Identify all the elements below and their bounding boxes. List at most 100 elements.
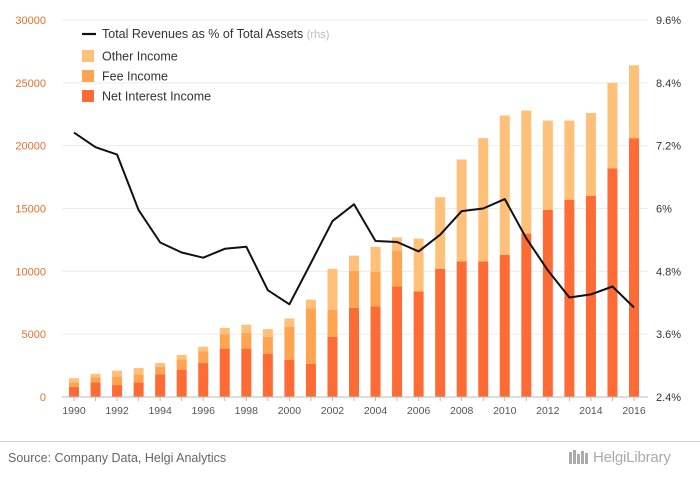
legend-rhs-note: (rhs) <box>307 29 330 41</box>
legend: Total Revenues as % of Total Assets (rhs… <box>82 27 329 104</box>
x-tick-label: 1990 <box>62 405 86 417</box>
y2-tick-label: 3.6% <box>656 329 681 341</box>
bar-fee-income <box>349 270 359 308</box>
bar-fee-income <box>198 351 209 364</box>
bar-other-income <box>198 346 209 352</box>
bar-fee-income <box>112 376 123 386</box>
x-tick-label: 2006 <box>407 405 431 417</box>
bar-net-interest-income <box>413 291 424 397</box>
bar-net-interest-income <box>629 138 639 398</box>
bar-net-interest-income <box>133 382 144 397</box>
bar-net-interest-income <box>542 209 553 397</box>
bar-other-income <box>262 329 273 337</box>
bar-other-income <box>499 115 510 255</box>
bar-net-interest-income <box>305 363 316 397</box>
bar-net-interest-income <box>607 168 618 397</box>
y2-tick-label: 9.6% <box>656 15 681 27</box>
x-tick-label: 2012 <box>536 405 560 417</box>
bar-fee-income <box>69 382 79 387</box>
bar-other-income <box>392 237 403 251</box>
bar-other-income <box>69 378 79 383</box>
bar-fee-income <box>90 377 101 383</box>
bar-net-interest-income <box>219 348 230 397</box>
bar-net-interest-income <box>90 382 101 397</box>
y-tick-label: 20000 <box>15 141 46 153</box>
bar-net-interest-income <box>241 348 252 397</box>
bar-fee-income <box>176 359 187 370</box>
bar-net-interest-income <box>478 261 489 397</box>
bar-fee-income <box>133 374 144 383</box>
y-tick-label: 15000 <box>15 204 46 216</box>
y-tick-label: 0 <box>40 392 46 404</box>
legend-label-ratio: Total Revenues as % of Total Assets (rhs… <box>102 27 329 41</box>
bar-net-interest-income <box>198 363 209 397</box>
bar-other-income <box>284 318 295 327</box>
footer-divider <box>0 441 700 442</box>
source-note: Source: Company Data, Helgi Analytics <box>8 451 227 465</box>
x-tick-label: 2010 <box>493 405 517 417</box>
bar-net-interest-income <box>69 386 79 397</box>
y-tick-label: 10000 <box>15 266 46 278</box>
x-tick-label: 2008 <box>450 405 474 417</box>
bar-net-interest-income <box>284 359 295 397</box>
bar-fee-income <box>241 332 252 349</box>
bar-fee-income <box>327 309 338 337</box>
bar-other-income <box>607 82 618 169</box>
bar-net-interest-income <box>456 261 467 397</box>
x-tick-label: 2000 <box>278 405 302 417</box>
bar-net-interest-income <box>155 374 166 397</box>
bar-other-income <box>564 120 575 200</box>
bar-other-income <box>112 370 123 377</box>
bar-net-interest-income <box>349 307 359 397</box>
y-tick-label: 30000 <box>15 15 46 27</box>
bar-other-income <box>305 299 316 309</box>
x-tick-label: 1996 <box>192 405 216 417</box>
chart: 0 5000 10000 15000 20000 25000 30000 2.4% 3.6% 4.… <box>15 15 681 417</box>
brand-name: HelgiLibrary <box>593 448 671 466</box>
bar-other-income <box>370 246 381 272</box>
bar-other-income <box>327 268 338 310</box>
bar-fee-income <box>219 334 230 349</box>
revenue-ratio-line <box>73 131 635 309</box>
y2-tick-label: 2.4% <box>656 392 681 404</box>
x-tick-label: 1992 <box>105 405 129 417</box>
bar-other-income <box>521 110 532 234</box>
y2-tick-label: 4.8% <box>656 266 681 278</box>
bar-net-interest-income <box>370 306 381 397</box>
legend-swatch <box>82 70 94 82</box>
bar-net-interest-income <box>499 254 510 397</box>
bar-other-income <box>542 120 553 210</box>
bar-other-income <box>585 112 596 196</box>
bar-fee-income <box>305 308 316 364</box>
y-tick-label: 25000 <box>15 78 46 90</box>
bar-fee-income <box>370 271 381 307</box>
bar-net-interest-income <box>176 369 187 397</box>
bar-other-income <box>435 197 446 269</box>
bar-other-income <box>176 354 187 360</box>
bar-other-income <box>133 368 144 375</box>
y2-tick-label: 7.2% <box>656 141 681 153</box>
bar-other-income <box>155 363 166 367</box>
legend-swatch <box>82 50 94 62</box>
x-tick-label: 2004 <box>364 405 388 417</box>
x-tick-label: 1994 <box>148 405 172 417</box>
legend-label-other-income: Other Income <box>102 50 178 64</box>
brand-logo: HelgiLibrary <box>568 448 671 466</box>
x-tick-label: 2016 <box>622 405 646 417</box>
bar-net-interest-income <box>521 233 532 397</box>
y2-tick-label: 8.4% <box>656 78 681 90</box>
y2-tick-label: 6% <box>656 204 672 216</box>
bar-other-income <box>413 238 424 292</box>
bar-other-income <box>478 138 489 262</box>
bar-other-income <box>90 373 101 378</box>
line-series-path <box>73 131 635 309</box>
legend-swatch <box>82 90 94 102</box>
bars <box>69 65 639 398</box>
axes: 0 5000 10000 15000 20000 25000 30000 2.4% 3.6% 4.… <box>15 15 681 417</box>
bar-fee-income <box>155 366 166 375</box>
bar-net-interest-income <box>327 336 338 397</box>
x-tick-label: 1998 <box>235 405 259 417</box>
bar-net-interest-income <box>262 353 273 397</box>
y-tick-label: 5000 <box>22 329 46 341</box>
bar-net-interest-income <box>435 268 446 397</box>
